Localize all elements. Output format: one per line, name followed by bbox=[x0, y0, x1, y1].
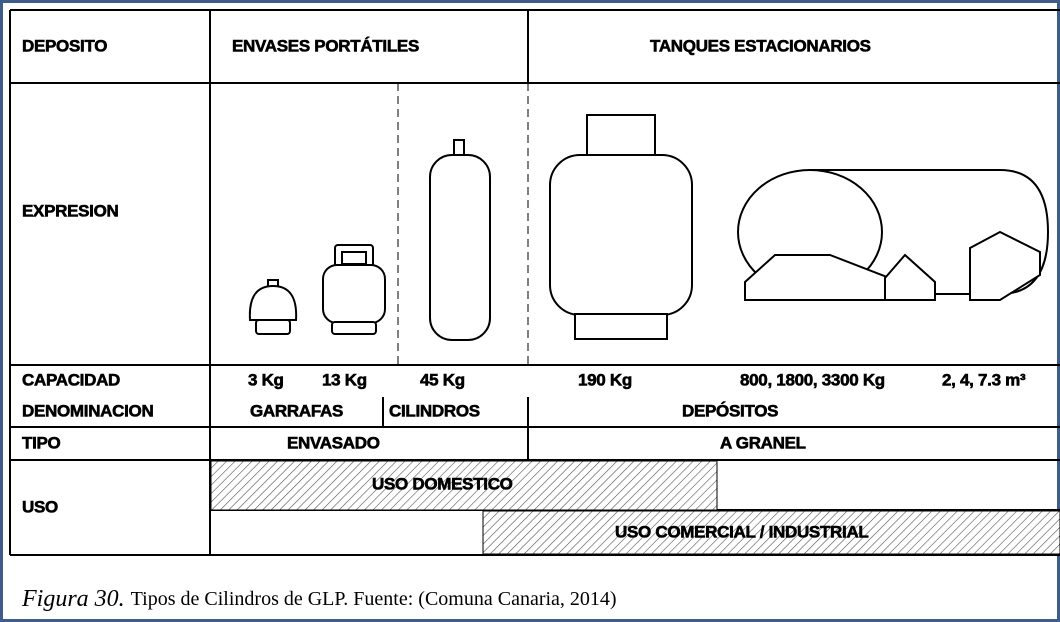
denomination: CILINDROS bbox=[389, 401, 480, 420]
header-cell: DEPOSITO bbox=[22, 36, 107, 55]
deposito-horizontal bbox=[737, 169, 1050, 301]
row-label: TIPO bbox=[22, 433, 61, 452]
deposito-190kg bbox=[549, 114, 693, 340]
denomination: GARRAFAS bbox=[250, 401, 343, 420]
domestic-use-bar bbox=[210, 460, 718, 511]
commercial-use-bar bbox=[482, 510, 1060, 555]
header-cell: TANQUES ESTACIONARIOS bbox=[650, 36, 871, 55]
caption-text: Tipos de Cilindros de GLP. Fuente: (Comu… bbox=[131, 588, 617, 610]
row-label: EXPRESION bbox=[22, 201, 119, 220]
denomination: DEPÓSITOS bbox=[682, 401, 778, 420]
capacity: 800, 1800, 3300 Kg bbox=[740, 370, 885, 389]
garrafa-13kg bbox=[322, 244, 386, 335]
type: ENVASADO bbox=[287, 433, 380, 452]
use: USO DOMESTICO bbox=[372, 474, 513, 493]
row-label: DENOMINACION bbox=[22, 401, 153, 420]
use: USO COMERCIAL / INDUSTRIAL bbox=[615, 522, 869, 541]
row-label: USO bbox=[22, 497, 58, 516]
capacity: 2, 4, 7.3 m³ bbox=[942, 370, 1026, 389]
type: A GRANEL bbox=[720, 433, 806, 452]
capacity: 190 Kg bbox=[578, 370, 632, 389]
capacity: 45 Kg bbox=[420, 370, 465, 389]
row-label: CAPACIDAD bbox=[22, 370, 120, 389]
caption: Figura 30. Tipos de Cilindros de GLP. Fue… bbox=[21, 586, 617, 612]
garrafa-3kg bbox=[248, 279, 298, 335]
capacity: 3 Kg bbox=[248, 370, 284, 389]
capacity: 13 Kg bbox=[322, 370, 367, 389]
header-cell: ENVASES PORTÁTILES bbox=[232, 36, 419, 55]
table-grid bbox=[9, 9, 1060, 556]
cilindro-45kg bbox=[429, 139, 491, 341]
caption-figure: Figura 30. bbox=[21, 586, 125, 612]
